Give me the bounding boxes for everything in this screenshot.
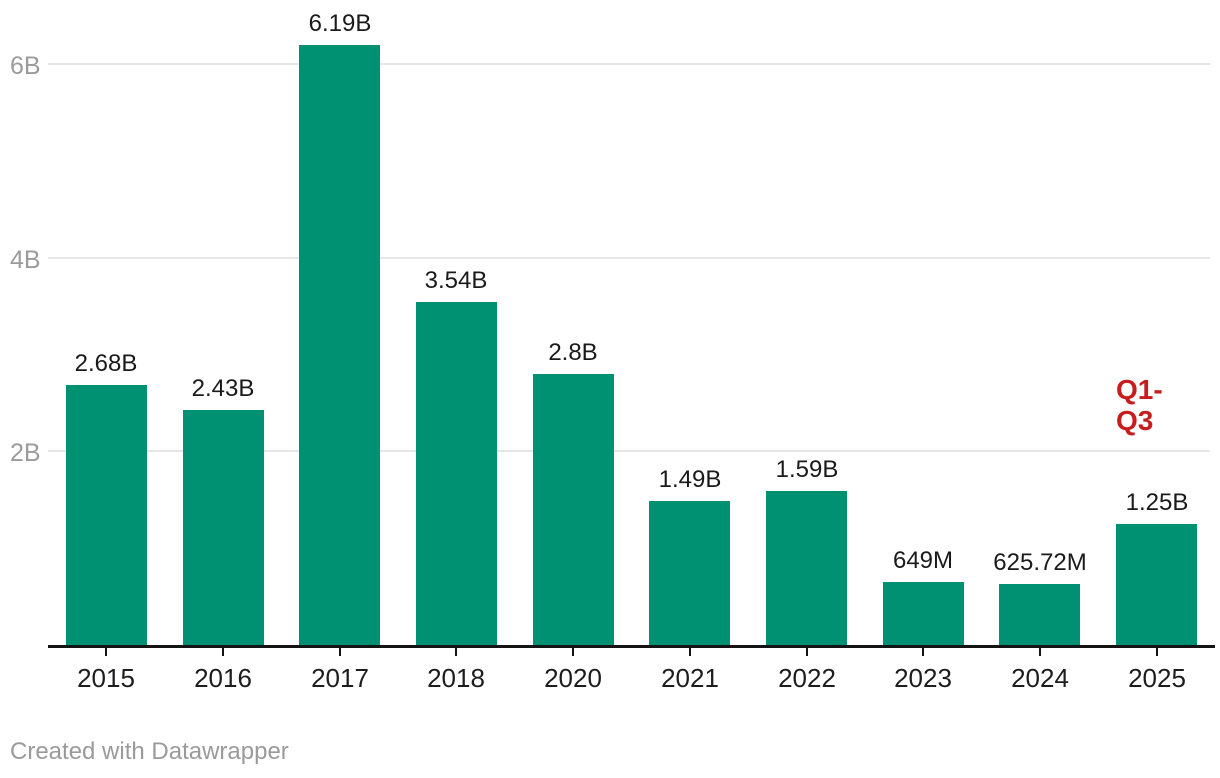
x-axis-label-2017: 2017 bbox=[311, 663, 369, 693]
x-axis-tick bbox=[806, 648, 808, 656]
x-axis-baseline bbox=[48, 645, 1215, 648]
x-axis-label-2016: 2016 bbox=[194, 663, 252, 693]
value-label-2023: 649M bbox=[892, 547, 954, 574]
y-gridline bbox=[48, 63, 1210, 65]
x-axis-label-2015: 2015 bbox=[77, 663, 135, 693]
bar-2017[interactable] bbox=[299, 45, 380, 645]
x-axis-tick bbox=[222, 648, 224, 656]
x-axis-tick bbox=[105, 648, 107, 656]
value-label-2025: 1.25B bbox=[1125, 489, 1189, 516]
bar-2022[interactable] bbox=[766, 491, 847, 645]
value-label-2020: 2.8B bbox=[548, 339, 598, 366]
value-label-2024: 625.72M bbox=[993, 549, 1087, 576]
bar-2020[interactable] bbox=[533, 374, 614, 645]
bar-2025[interactable] bbox=[1116, 524, 1197, 645]
value-label-2021: 1.49B bbox=[658, 466, 722, 493]
x-axis-label-2023: 2023 bbox=[894, 663, 952, 693]
y-gridline bbox=[48, 257, 1210, 259]
y-axis-label: 4B bbox=[10, 246, 41, 274]
x-axis-label-2025: 2025 bbox=[1128, 663, 1186, 693]
y-axis-label: 2B bbox=[10, 439, 41, 467]
x-axis-tick bbox=[1039, 648, 1041, 656]
bar-2023[interactable] bbox=[883, 582, 964, 645]
bar-2021[interactable] bbox=[649, 501, 730, 645]
x-axis-tick bbox=[1156, 648, 1158, 656]
x-axis-label-2024: 2024 bbox=[1011, 663, 1069, 693]
x-axis-label-2018: 2018 bbox=[427, 663, 485, 693]
x-axis-label-2020: 2020 bbox=[544, 663, 602, 693]
datawrapper-credit-link[interactable]: Created with Datawrapper bbox=[10, 738, 289, 765]
bar-2016[interactable] bbox=[183, 410, 264, 645]
value-label-2015: 2.68B bbox=[74, 350, 138, 377]
annotation-q1-q3: Q1-Q3 bbox=[1116, 374, 1163, 437]
value-label-2022: 1.59B bbox=[775, 456, 839, 483]
x-axis-tick bbox=[455, 648, 457, 656]
y-gridline bbox=[48, 450, 1210, 452]
y-axis-label: 6B bbox=[10, 52, 41, 80]
x-axis-tick bbox=[339, 648, 341, 656]
value-label-2018: 3.54B bbox=[424, 267, 488, 294]
x-axis-label-2022: 2022 bbox=[778, 663, 836, 693]
bar-2018[interactable] bbox=[416, 302, 497, 645]
value-label-2017: 6.19B bbox=[308, 10, 372, 37]
x-axis-tick bbox=[689, 648, 691, 656]
bar-2024[interactable] bbox=[999, 584, 1080, 645]
bar-2015[interactable] bbox=[66, 385, 147, 645]
x-axis-tick bbox=[572, 648, 574, 656]
x-axis-tick bbox=[922, 648, 924, 656]
value-label-2016: 2.43B bbox=[191, 375, 255, 402]
x-axis-label-2021: 2021 bbox=[661, 663, 719, 693]
